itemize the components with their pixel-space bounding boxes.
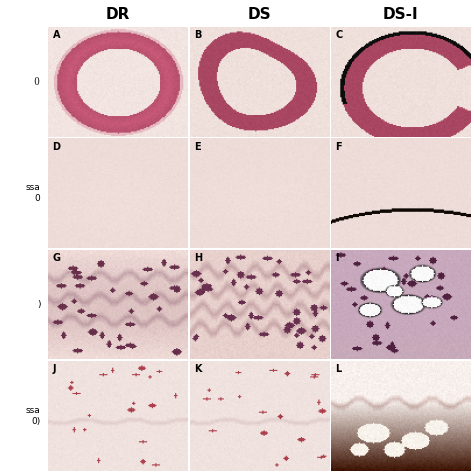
Text: DS-I: DS-I — [383, 7, 419, 22]
Text: ): ) — [37, 300, 40, 309]
Text: E: E — [194, 142, 201, 152]
Text: C: C — [335, 30, 343, 40]
Text: H: H — [194, 253, 202, 263]
Text: ssa
0): ssa 0) — [26, 406, 40, 426]
Text: (): () — [33, 77, 40, 86]
Text: A: A — [53, 30, 60, 40]
Text: J: J — [53, 365, 56, 374]
Text: I: I — [335, 253, 339, 263]
Text: D: D — [53, 142, 61, 152]
Text: ssa
0: ssa 0 — [26, 183, 40, 203]
Text: B: B — [194, 30, 201, 40]
Text: DS: DS — [248, 7, 271, 22]
Text: DR: DR — [106, 7, 130, 22]
Text: L: L — [335, 365, 342, 374]
Text: F: F — [335, 142, 342, 152]
Text: K: K — [194, 365, 201, 374]
Text: G: G — [53, 253, 61, 263]
